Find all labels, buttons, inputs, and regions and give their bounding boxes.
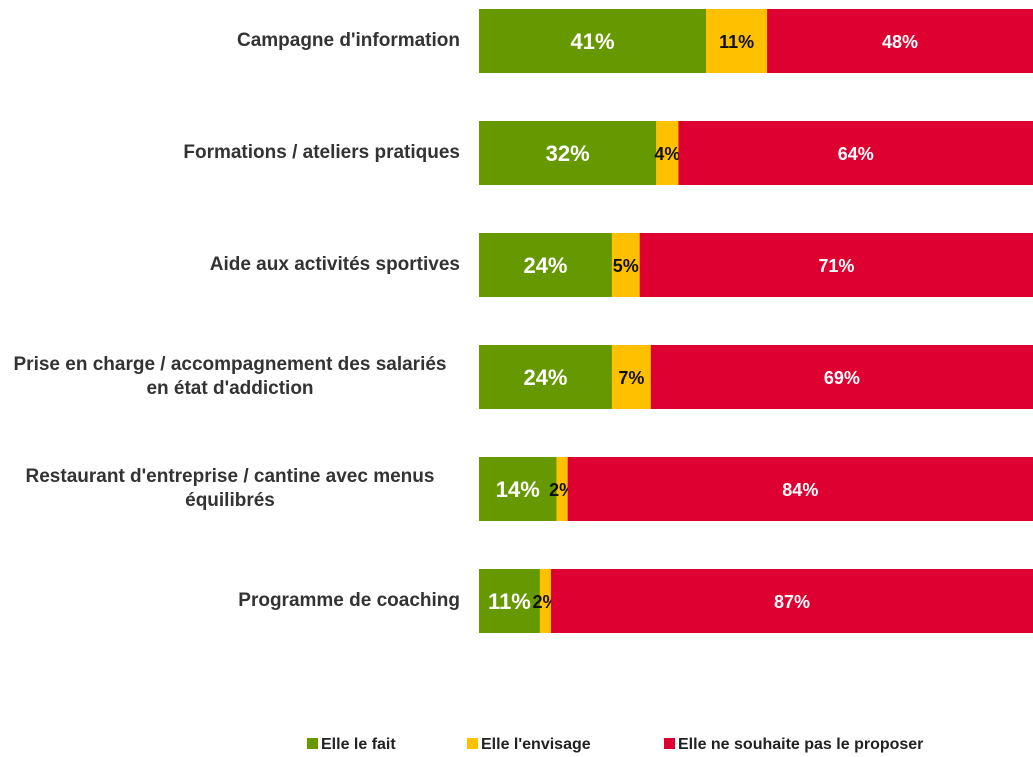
value-label: 87% (774, 592, 810, 612)
bar-segment (479, 457, 557, 521)
bar-segment (611, 345, 651, 409)
bar-segment (706, 9, 768, 73)
category-label: Prise en charge / accompagnement des sal… (0, 353, 460, 401)
category-label: Campagne d'information (0, 29, 460, 53)
category-label: Programme de coaching (0, 589, 460, 613)
legend-swatch (467, 738, 478, 749)
bar-segment (639, 233, 1033, 297)
category-label: Restaurant d'entreprise / cantine avec m… (0, 465, 460, 513)
bar-segment (556, 457, 568, 521)
bar-segment (479, 345, 612, 409)
bar-segment (539, 569, 552, 633)
value-label: 41% (571, 29, 615, 54)
bar-segment (567, 457, 1033, 521)
legend-label: Elle l'envisage (481, 736, 591, 753)
category-label: Formations / ateliers pratiques (0, 141, 460, 165)
bar-segment (551, 569, 1033, 633)
value-label: 24% (523, 365, 567, 390)
value-label: 24% (523, 253, 567, 278)
value-label: 69% (824, 368, 860, 388)
bar-segment (479, 9, 707, 73)
value-label: 64% (838, 144, 874, 164)
category-text: Restaurant d'entreprise / cantine avec m… (25, 466, 435, 511)
category-text: Aide aux activités sportives (209, 254, 460, 275)
bar-segment (656, 121, 679, 185)
value-label: 48% (882, 32, 918, 52)
legend-label: Elle le fait (321, 736, 396, 753)
category-text: Campagne d'information (236, 30, 460, 51)
value-label: 5% (613, 256, 639, 276)
bar-segment (479, 121, 657, 185)
category-text: Formations / ateliers pratiques (183, 142, 460, 163)
category-label: Aide aux activités sportives (0, 253, 460, 277)
category-text: Programme de coaching (238, 590, 460, 611)
bar-segment (678, 121, 1033, 185)
legend-swatch (664, 738, 675, 749)
bar-segment (650, 345, 1033, 409)
value-label: 32% (546, 141, 590, 166)
bar-segment (611, 233, 640, 297)
legend-swatch (307, 738, 318, 749)
bar-segment (479, 233, 612, 297)
value-label: 7% (618, 368, 644, 388)
value-label: 71% (818, 256, 854, 276)
value-label: 4% (654, 144, 680, 164)
bar-segment (479, 569, 540, 633)
bar-segment (767, 9, 1033, 73)
category-text: Prise en charge / accompagnement des sal… (13, 354, 447, 399)
value-label: 11% (488, 589, 531, 614)
value-label: 14% (496, 477, 540, 502)
legend-label: Elle ne souhaite pas le proposer (678, 736, 923, 753)
value-label: 84% (782, 480, 818, 500)
value-label: 11% (719, 32, 754, 52)
